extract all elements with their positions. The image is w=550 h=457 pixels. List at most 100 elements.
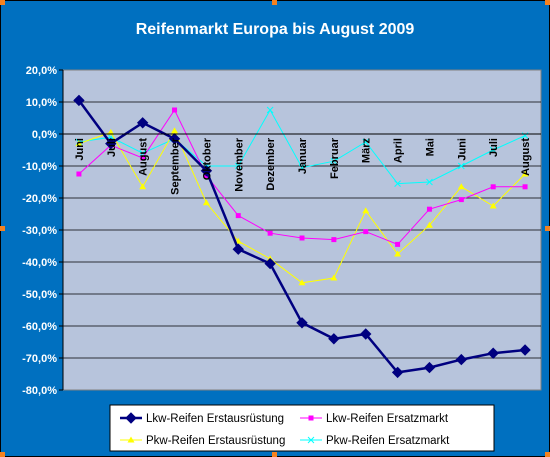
series-3 (75, 127, 529, 286)
legend-marker (308, 415, 314, 421)
x-tick-label: September (170, 137, 182, 195)
x-axis: Juni Juli August September Oktober November De… (63, 133, 541, 195)
data-point (107, 128, 115, 135)
data-point (172, 107, 178, 113)
y-tick-label: -30,0% (22, 225, 57, 237)
data-point (490, 184, 496, 190)
legend-marker (127, 436, 135, 443)
legend-label: Pkw-Reifen Erstausrüstung (146, 435, 285, 447)
y-tick-label: -50,0% (22, 289, 57, 301)
data-point (139, 183, 147, 190)
data-point (73, 94, 85, 107)
x-tick-label: November (233, 137, 245, 192)
resize-handle[interactable] (0, 452, 5, 457)
data-point (395, 241, 401, 247)
data-point (232, 243, 244, 255)
y-tick-label: -60,0% (22, 321, 57, 333)
legend (109, 404, 495, 452)
data-point (328, 333, 340, 345)
x-tick-label: Mai (424, 138, 436, 156)
data-point (394, 250, 402, 257)
x-tick-label: Juni (456, 138, 468, 161)
legend-label: Pkw-Reifen Ersatzmarkt (326, 435, 450, 447)
data-point (298, 279, 306, 286)
data-point (331, 237, 337, 243)
data-point (521, 170, 529, 177)
x-tick-label: Februar (329, 137, 341, 179)
resize-handle[interactable] (272, 0, 277, 5)
data-point (298, 164, 306, 171)
x-tick-label: August (520, 138, 532, 176)
data-point (458, 197, 464, 203)
data-point (171, 127, 179, 134)
x-tick-label: Juni (74, 138, 86, 161)
data-point (299, 235, 305, 241)
x-tick-label: August (138, 138, 150, 176)
data-point (489, 202, 497, 209)
legend-label: Lkw-Reifen Erstausrüstung (146, 413, 284, 425)
data-point (105, 137, 117, 150)
legend-item: Pkw-Reifen Ersatzmarkt (300, 435, 450, 447)
resize-handle[interactable] (0, 226, 5, 231)
data-point (487, 347, 499, 359)
data-point (330, 274, 338, 281)
data-point (457, 162, 465, 170)
data-point (425, 221, 433, 228)
chart-title: Reifenmarkt Europa bis August 2009 (136, 21, 415, 38)
data-point (75, 140, 83, 147)
legend-item: Lkw-Reifen Ersatzmarkt (300, 413, 449, 425)
legend-marker (307, 436, 315, 444)
data-point (168, 133, 181, 145)
y-axis: 20,0% 10,0% 0,0% -10,0% -20,0% -30,0% -40,0% -5… (22, 65, 64, 397)
y-tick-label: -20,0% (22, 193, 57, 205)
y-tick-label: 10,0% (26, 97, 57, 109)
data-point (363, 229, 369, 235)
y-tick-label: -10,0% (22, 161, 57, 173)
legend-items: Lkw-Reifen Erstausrüstung Lkw-Reifen Ersa… (120, 412, 450, 447)
data-point (489, 146, 497, 154)
legend-marker (125, 412, 137, 424)
data-point (76, 171, 82, 177)
data-point (266, 106, 274, 114)
data-point (455, 353, 468, 366)
data-point (202, 199, 210, 206)
series-1 (73, 94, 531, 379)
legend-label: Lkw-Reifen Ersatzmarkt (326, 413, 449, 425)
resize-handle[interactable] (545, 452, 550, 457)
resize-handle[interactable] (0, 0, 5, 5)
data-point (394, 180, 401, 187)
y-tick-label: -40,0% (22, 257, 57, 269)
data-point (522, 184, 528, 190)
data-point (423, 361, 436, 374)
data-point (360, 328, 372, 340)
data-point (264, 257, 276, 270)
legend-item: Pkw-Reifen Erstausrüstung (120, 435, 285, 447)
data-point (234, 162, 242, 170)
data-point (136, 117, 149, 129)
resize-handle[interactable] (272, 452, 277, 457)
legend-item: Lkw-Reifen Erstausrüstung (120, 412, 284, 425)
data-point (267, 230, 273, 236)
y-tick-label: 0,0% (32, 129, 57, 141)
data-point (457, 183, 465, 190)
x-tick-label: Oktober (201, 137, 213, 180)
y-tick-label: -80,0% (22, 385, 57, 397)
x-tick-label: Dezember (265, 137, 277, 190)
y-tick-label: 20,0% (26, 65, 57, 77)
data-point (296, 317, 308, 329)
series-group (73, 94, 531, 379)
x-tick-label: Januar (297, 137, 309, 174)
data-point (519, 344, 531, 356)
data-point (330, 157, 338, 165)
y-tick-label: -70,0% (22, 353, 57, 365)
data-point (362, 207, 370, 214)
data-point (391, 366, 404, 379)
data-point (362, 138, 370, 146)
resize-handle[interactable] (545, 226, 550, 231)
resize-handle[interactable] (545, 0, 550, 5)
data-point (200, 165, 213, 177)
data-point (426, 206, 432, 212)
data-point (140, 155, 146, 161)
x-tick-label: Juli (106, 138, 118, 157)
